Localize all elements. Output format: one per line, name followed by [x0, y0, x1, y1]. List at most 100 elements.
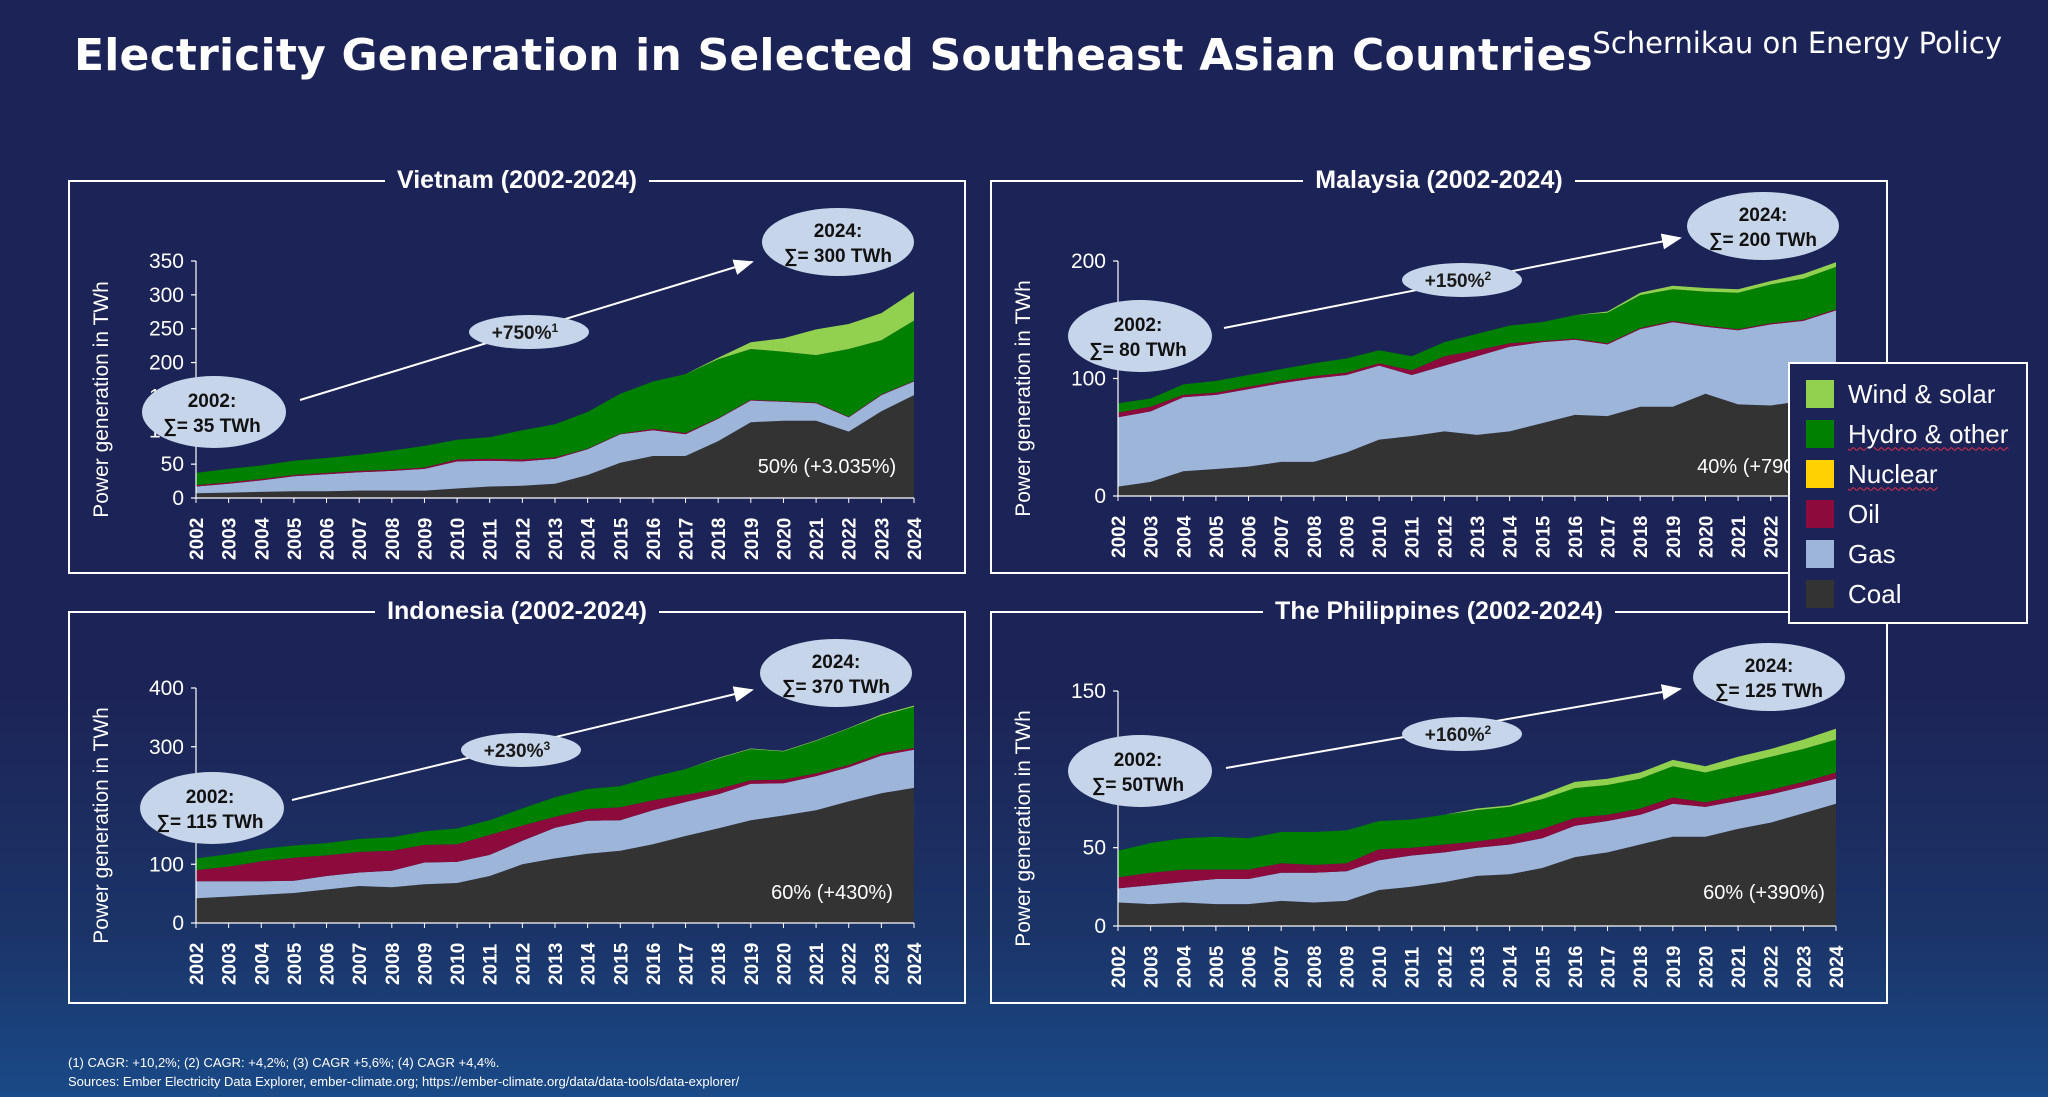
growth-bubble	[1402, 717, 1522, 751]
growth-label: +750%1	[492, 321, 559, 344]
series-coal-area	[196, 787, 914, 923]
x-tick-label: 2004	[1174, 945, 1195, 988]
x-tick-label: 2017	[677, 943, 698, 985]
start-year-label: 2002:	[1114, 750, 1163, 771]
x-tick-label: 2004	[1174, 515, 1195, 558]
y-tick-label: 400	[149, 677, 184, 700]
series-hydro-other-area	[1118, 266, 1836, 413]
x-tick-label: 2015	[611, 517, 632, 560]
y-axis-title: Power generation in TWh	[90, 281, 113, 518]
end-total-label: ∑= 125 TWh	[1715, 681, 1823, 702]
x-tick-label: 2005	[285, 942, 306, 985]
start-total-bubble	[1068, 735, 1212, 807]
x-tick-label: 2021	[1729, 945, 1750, 988]
x-tick-label: 2011	[1403, 946, 1424, 988]
x-tick-label: 2017	[1599, 516, 1620, 558]
x-tick-label: 2018	[709, 518, 730, 560]
legend-swatch-oil	[1806, 500, 1834, 528]
y-tick-label: 50	[1083, 837, 1106, 860]
legend-swatch-hydro-other	[1806, 420, 1834, 448]
start-total-label: ∑= 35 TWh	[163, 416, 260, 437]
x-tick-label: 2008	[1305, 516, 1326, 558]
end-total-bubble	[760, 639, 912, 707]
x-tick-label: 2020	[1696, 946, 1717, 988]
x-tick-label: 2016	[644, 518, 665, 560]
chart-2: 0100200300400200220032004200520062007200…	[90, 639, 926, 985]
series-oil-area	[1118, 772, 1836, 889]
vietnam-title: Vietnam (2002-2024)	[385, 166, 649, 194]
series-hydro-other-area	[1118, 739, 1836, 878]
legend-item-oil: Oil	[1806, 494, 2026, 534]
end-total-label: ∑= 370 TWh	[782, 677, 890, 698]
x-tick-label: 2023	[872, 518, 893, 560]
x-tick-label: 2002	[187, 518, 208, 560]
x-tick-label: 2007	[1272, 516, 1293, 558]
growth-label: +230%3	[484, 739, 551, 762]
area-series-group	[1118, 262, 1836, 496]
end-total-label: ∑= 300 TWh	[784, 246, 892, 267]
chart-1: 0 100 200 2002 2003 2004 2005 2006 2007 2008 2009 2…	[1012, 192, 1848, 558]
x-tick-label: 2015	[611, 942, 632, 985]
x-tick-label: 2019	[1664, 946, 1685, 988]
series-hydro-other-area	[196, 706, 914, 871]
start-year-label: 2002:	[1114, 315, 1163, 336]
x-tick-label: 2011	[1403, 516, 1424, 558]
legend-label: Nuclear	[1848, 458, 1938, 489]
x-tick-label: 2014	[579, 517, 600, 560]
x-tick-label: 2007	[1272, 946, 1293, 988]
growth-footnote-ref: 2	[1485, 723, 1492, 737]
start-total-bubble	[140, 772, 284, 844]
x-tick-label: 2003	[1142, 516, 1163, 558]
x-tick-label: 2015	[1533, 945, 1554, 988]
area-series-group	[1118, 728, 1836, 926]
legend-item-hydro-other: Hydro & other	[1806, 414, 2026, 454]
x-tick-label: 2021	[1729, 515, 1750, 558]
y-tick-label: 0	[1094, 915, 1106, 938]
x-tick-label: 2020	[774, 943, 795, 985]
vietnam-panel: Vietnam (2002-2024)	[68, 166, 966, 574]
y-tick-label: 300	[149, 284, 184, 307]
x-tick-label: 2005	[1207, 515, 1228, 558]
x-tick-label: 2013	[546, 943, 567, 985]
legend-swatch-coal	[1806, 580, 1834, 608]
x-tick-label: 2019	[742, 943, 763, 985]
area-series-group	[196, 291, 914, 498]
indonesia-title: Indonesia (2002-2024)	[375, 597, 659, 625]
footnotes: (1) CAGR: +10,2%; (2) CAGR: +4,2%; (3) C…	[68, 1053, 739, 1091]
y-tick-label: 100	[1071, 368, 1106, 391]
growth-label: +160%2	[1425, 723, 1492, 746]
y-axis-title: Power generation in TWh	[1012, 710, 1035, 947]
chart-0: 0501001502002503003502002200320042005200…	[90, 208, 926, 560]
x-tick-label: 2004	[252, 517, 273, 560]
legend-label: Coal	[1848, 578, 1902, 609]
y-axis-title: Power generation in TWh	[90, 707, 113, 944]
philippines-title: The Philippines (2002-2024)	[1263, 597, 1615, 625]
x-tick-label: 2007	[350, 943, 371, 985]
brand-label: Schernikau on Energy Policy	[1592, 26, 2002, 60]
x-tick-label: 2006	[318, 943, 339, 985]
legend-item-coal: Coal	[1806, 574, 2026, 614]
x-tick-label: 2014	[1501, 515, 1522, 558]
legend-swatch-gas	[1806, 540, 1834, 568]
legend-item-wind-solar: Wind & solar	[1806, 374, 2026, 414]
x-tick-label: 2013	[546, 518, 567, 560]
y-tick-label: 0	[1094, 485, 1106, 508]
end-total-label: ∑= 200 TWh	[1709, 230, 1817, 251]
x-tick-label: 2008	[383, 943, 404, 985]
series-coal-area	[1118, 803, 1836, 926]
legend-item-gas: Gas	[1806, 534, 2026, 574]
x-tick-label: 2024	[905, 942, 926, 985]
main-title: Electricity Generation in Selected South…	[74, 30, 1593, 81]
x-tick-label: 2008	[383, 518, 404, 560]
philippines-panel: The Philippines (2002-2024)	[990, 597, 1888, 1004]
x-tick-label: 2010	[448, 518, 469, 560]
x-tick-label: 2006	[1240, 946, 1261, 988]
series-oil-area	[196, 747, 914, 882]
end-year-label: 2024:	[1739, 205, 1788, 226]
y-tick-label: 50	[161, 453, 184, 476]
start-total-label: ∑= 80 TWh	[1089, 340, 1186, 361]
x-tick-label: 2009	[1337, 516, 1358, 558]
start-year-label: 2002:	[186, 787, 235, 808]
x-tick-label: 2016	[644, 943, 665, 985]
